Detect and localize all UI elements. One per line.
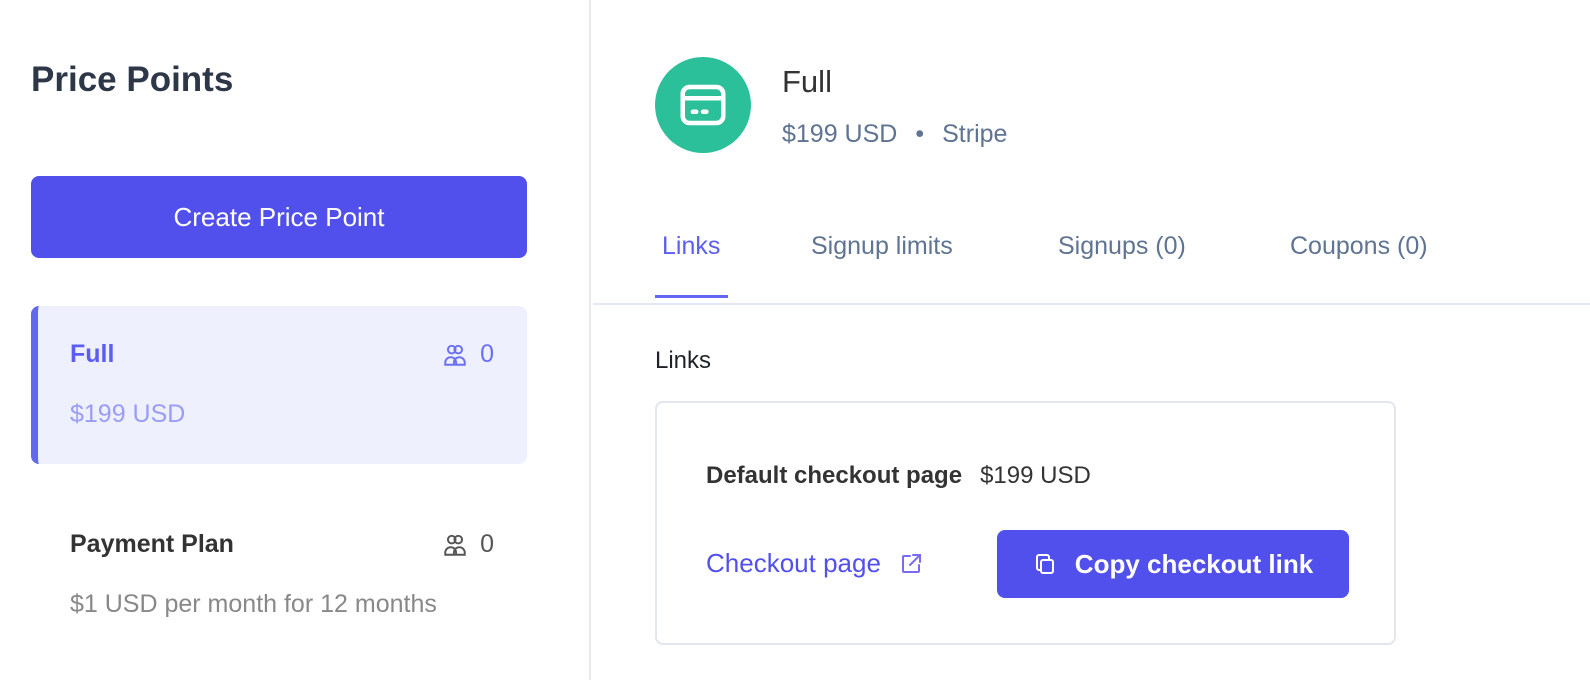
checkout-page-link[interactable]: Checkout page	[706, 548, 923, 579]
checkout-page-label: Checkout page	[706, 548, 881, 578]
price-point-item-full[interactable]: Full 0 $199 USD	[31, 306, 527, 464]
tab-coupons[interactable]: Coupons (0)	[1290, 232, 1428, 260]
price-points-sidebar: Price Points Create Price Point Full 0 $…	[0, 0, 591, 680]
credit-card-icon	[680, 84, 726, 126]
tab-signups[interactable]: Signups (0)	[1058, 232, 1186, 260]
header-price: $199 USD	[782, 120, 898, 148]
default-checkout-price: $199 USD	[980, 462, 1091, 489]
external-link-icon	[901, 553, 921, 573]
users-icon	[444, 534, 466, 556]
tab-bar: Links Signup limits Signups (0) Coupons …	[593, 220, 1590, 305]
signup-count: 0	[442, 340, 494, 369]
price-point-item-payment-plan[interactable]: Payment Plan 0 $1 USD per month for 12 m…	[31, 496, 527, 654]
price-point-price: $199 USD	[70, 400, 186, 428]
signup-count: 0	[442, 530, 494, 559]
price-point-price: $1 USD per month for 12 months	[70, 590, 437, 618]
copy-checkout-link-button[interactable]: Copy checkout link	[997, 530, 1349, 598]
sidebar-title: Price Points	[31, 60, 234, 99]
tab-signup-limits[interactable]: Signup limits	[811, 232, 953, 260]
signup-count-value: 0	[480, 530, 494, 558]
checkout-link-card: Default checkout page $199 USD Checkout …	[655, 401, 1396, 645]
copy-checkout-link-label: Copy checkout link	[1074, 548, 1314, 579]
price-point-avatar	[655, 57, 751, 153]
price-point-subtitle: $199 USD • Stripe	[782, 120, 1007, 149]
signup-count-value: 0	[480, 340, 494, 368]
price-point-name: Payment Plan	[70, 530, 234, 558]
users-icon	[444, 344, 466, 366]
default-checkout-label: Default checkout page	[706, 462, 963, 489]
separator-dot: •	[915, 120, 925, 148]
create-price-point-button[interactable]: Create Price Point	[31, 176, 527, 258]
copy-icon	[1035, 554, 1054, 574]
payment-processor: Stripe	[942, 120, 1008, 148]
price-point-title: Full	[782, 64, 832, 99]
default-checkout-row: Default checkout page $199 USD	[706, 462, 1091, 490]
links-section-title: Links	[655, 347, 712, 374]
tab-links[interactable]: Links	[655, 232, 729, 298]
price-point-name: Full	[70, 340, 115, 368]
